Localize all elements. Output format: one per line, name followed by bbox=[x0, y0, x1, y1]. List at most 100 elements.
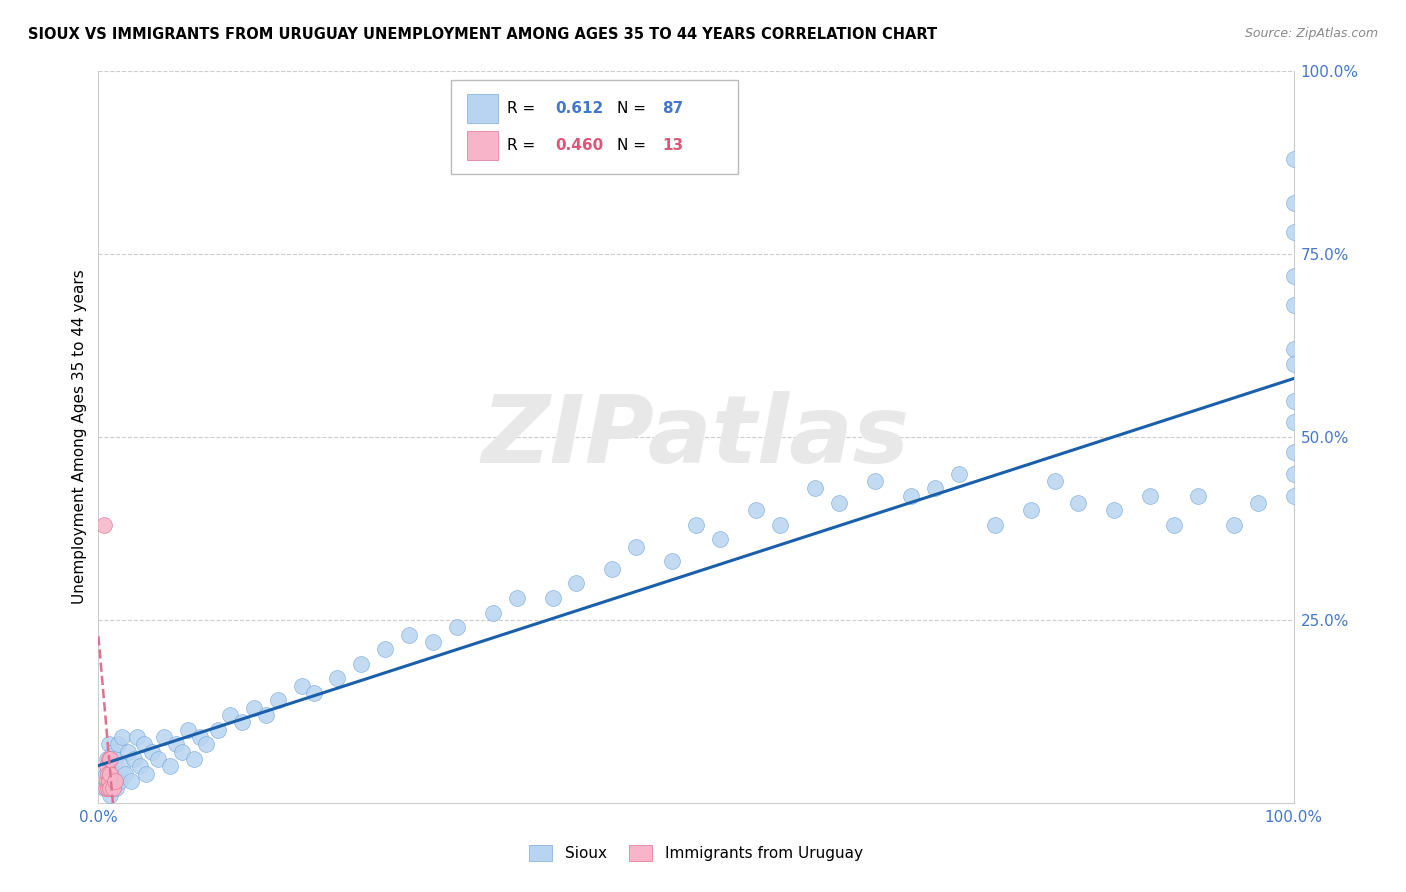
Point bbox=[1139, 489, 1161, 503]
Point bbox=[1019, 503, 1042, 517]
Point bbox=[135, 766, 157, 780]
Point bbox=[231, 715, 253, 730]
Text: 0.460: 0.460 bbox=[555, 137, 603, 153]
Point bbox=[745, 503, 768, 517]
Point bbox=[350, 657, 373, 671]
Point bbox=[108, 773, 131, 788]
Point bbox=[565, 576, 588, 591]
Point bbox=[1282, 357, 1305, 371]
Point bbox=[768, 517, 790, 532]
Text: R =: R = bbox=[508, 101, 540, 116]
Point bbox=[865, 474, 887, 488]
Point bbox=[685, 517, 707, 532]
Point bbox=[1282, 467, 1305, 481]
Y-axis label: Unemployment Among Ages 35 to 44 years: Unemployment Among Ages 35 to 44 years bbox=[72, 269, 87, 605]
Point bbox=[374, 642, 396, 657]
Point bbox=[93, 517, 115, 532]
Point bbox=[104, 752, 127, 766]
Point bbox=[114, 766, 136, 780]
Point bbox=[125, 730, 148, 744]
Point bbox=[422, 635, 444, 649]
Point bbox=[661, 554, 683, 568]
Bar bbox=[467, 94, 498, 123]
Point bbox=[291, 679, 314, 693]
FancyBboxPatch shape bbox=[451, 80, 738, 174]
Point bbox=[900, 489, 922, 503]
Point bbox=[709, 533, 731, 547]
Point bbox=[141, 745, 163, 759]
Point bbox=[1282, 269, 1305, 284]
Point bbox=[94, 781, 117, 796]
Point bbox=[129, 759, 152, 773]
Text: R =: R = bbox=[508, 137, 540, 153]
Point bbox=[107, 737, 129, 751]
Point bbox=[98, 737, 121, 751]
Point bbox=[804, 481, 827, 495]
Text: 0.612: 0.612 bbox=[555, 101, 603, 116]
Point bbox=[1282, 393, 1305, 408]
Point bbox=[124, 752, 146, 766]
Point bbox=[93, 781, 115, 796]
Point bbox=[96, 773, 118, 788]
Point bbox=[481, 606, 505, 620]
Point bbox=[98, 766, 122, 780]
Point bbox=[120, 773, 142, 788]
Bar bbox=[467, 130, 498, 160]
Point bbox=[159, 759, 181, 773]
Point bbox=[98, 781, 122, 796]
Point bbox=[177, 723, 200, 737]
Text: 13: 13 bbox=[662, 137, 683, 153]
Point bbox=[111, 759, 134, 773]
Point bbox=[103, 766, 125, 780]
Point bbox=[254, 708, 277, 723]
Point bbox=[1282, 416, 1305, 430]
Point bbox=[1187, 489, 1209, 503]
Point bbox=[105, 781, 128, 796]
Point bbox=[626, 540, 648, 554]
Point bbox=[602, 562, 624, 576]
Point bbox=[165, 737, 187, 751]
Point bbox=[132, 737, 155, 751]
Point bbox=[98, 752, 122, 766]
Point bbox=[172, 745, 194, 759]
Point bbox=[1282, 196, 1305, 211]
Point bbox=[94, 766, 117, 780]
Point bbox=[948, 467, 970, 481]
Point bbox=[398, 627, 420, 641]
Point bbox=[117, 745, 139, 759]
Text: N =: N = bbox=[617, 137, 651, 153]
Point bbox=[1282, 152, 1305, 166]
Point bbox=[188, 730, 211, 744]
Point bbox=[104, 773, 127, 788]
Text: N =: N = bbox=[617, 101, 651, 116]
Point bbox=[207, 723, 229, 737]
Point bbox=[98, 789, 122, 803]
Point bbox=[446, 620, 468, 634]
Point bbox=[97, 781, 120, 796]
Point bbox=[96, 752, 118, 766]
Point bbox=[302, 686, 325, 700]
Point bbox=[1282, 444, 1305, 458]
Point bbox=[148, 752, 170, 766]
Point bbox=[1282, 298, 1305, 312]
Point bbox=[195, 737, 218, 751]
Point bbox=[98, 759, 122, 773]
Point bbox=[101, 745, 124, 759]
Point bbox=[97, 781, 120, 796]
Point bbox=[111, 730, 134, 744]
Point bbox=[326, 672, 349, 686]
Point bbox=[506, 591, 529, 605]
Point bbox=[97, 766, 120, 780]
Point bbox=[1282, 343, 1305, 357]
Point bbox=[98, 773, 122, 788]
Text: 87: 87 bbox=[662, 101, 683, 116]
Point bbox=[1067, 496, 1090, 510]
Point bbox=[267, 693, 290, 707]
Point bbox=[924, 481, 946, 495]
Point bbox=[183, 752, 205, 766]
Point bbox=[219, 708, 242, 723]
Point bbox=[153, 730, 176, 744]
Point bbox=[98, 752, 121, 766]
Point bbox=[243, 700, 266, 714]
Point bbox=[96, 759, 118, 773]
